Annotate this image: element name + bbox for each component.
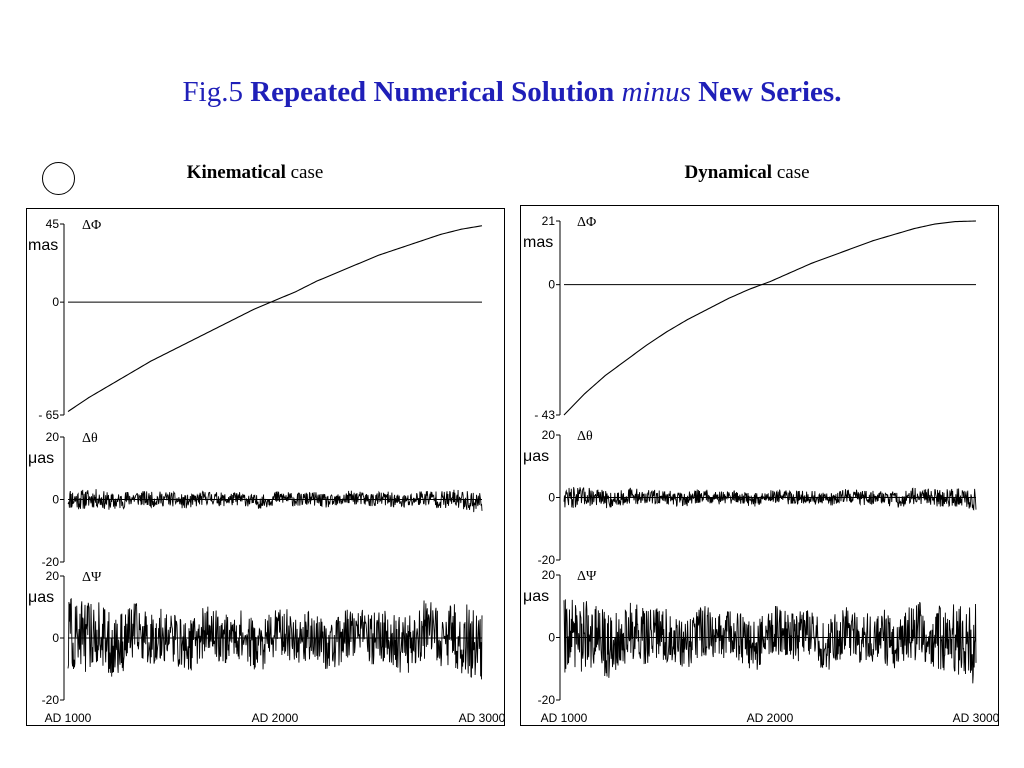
title-bold-part-1: Repeated Numerical Solution	[250, 76, 615, 108]
dynamical-heading-rest: case	[776, 162, 810, 183]
series-label: ΔΨ	[577, 569, 597, 584]
unit-label: μas	[523, 448, 549, 465]
unit-label: μas	[523, 588, 549, 605]
x-tick-label: AD 3000	[953, 711, 1000, 725]
title-bold-part-2: New Series.	[698, 76, 842, 108]
unit-label: mas	[28, 237, 58, 254]
dynamical-case-heading: Dynamical case	[622, 162, 872, 184]
y-tick-label: 45	[46, 217, 60, 231]
dynamical-heading-bold: Dynamical	[684, 162, 773, 183]
series-line	[67, 489, 483, 513]
y-tick-label: 0	[548, 491, 555, 505]
title-italic-part: minus	[621, 76, 691, 108]
panel-3: 20 0 -20 μas ΔΨ	[523, 568, 977, 707]
x-tick-label: AD 1000	[541, 711, 588, 725]
y-tick-label: -20	[538, 693, 556, 707]
x-tick-label: AD 2000	[252, 711, 299, 725]
figure-title: Fig.5 Repeated Numerical Solution minus …	[0, 76, 1024, 109]
series-line	[67, 225, 483, 412]
panel-1: 45 0 - 65 mas ΔΦ	[28, 217, 483, 422]
panel-2: 20 0 -20 μas Δθ	[28, 430, 483, 569]
kinematical-heading-rest: case	[290, 162, 324, 183]
y-tick-label: 0	[52, 493, 59, 507]
x-axis: AD 1000 AD 2000 AD 3000	[541, 711, 1000, 725]
series-line	[563, 599, 977, 684]
series-line	[67, 598, 483, 680]
series-label: Δθ	[82, 431, 98, 446]
unit-label: mas	[523, 234, 553, 251]
y-tick-label: -20	[42, 693, 60, 707]
x-axis: AD 1000 AD 2000 AD 3000	[45, 711, 506, 725]
series-line	[563, 487, 977, 511]
series-line	[563, 220, 977, 416]
series-label: Δθ	[577, 429, 593, 444]
x-tick-label: AD 1000	[45, 711, 92, 725]
series-label: ΔΨ	[82, 570, 102, 585]
y-tick-label: 20	[542, 568, 556, 582]
y-tick-label: 20	[542, 428, 556, 442]
circle-marker-icon	[42, 162, 75, 195]
y-tick-label: 0	[548, 278, 555, 292]
series-label: ΔΦ	[82, 218, 101, 233]
y-tick-label: -20	[42, 555, 60, 569]
kinematical-heading-bold: Kinematical	[186, 162, 286, 183]
figure-number: Fig.5	[182, 76, 243, 108]
y-tick-label: 20	[46, 430, 60, 444]
panel-1: 21 0 - 43 mas ΔΦ	[523, 214, 977, 422]
panel-3: 20 0 -20 μas ΔΨ	[28, 569, 483, 707]
x-tick-label: AD 3000	[459, 711, 506, 725]
y-tick-label: 0	[548, 631, 555, 645]
unit-label: μas	[28, 450, 54, 467]
y-tick-label: -20	[538, 553, 556, 567]
unit-label: μas	[28, 589, 54, 606]
y-tick-label: - 65	[38, 408, 59, 422]
x-tick-label: AD 2000	[747, 711, 794, 725]
y-tick-label: 20	[46, 569, 60, 583]
panel-2: 20 0 -20 μas Δθ	[523, 428, 977, 567]
y-tick-label: 0	[52, 295, 59, 309]
kinematical-case-heading: Kinematical case	[130, 162, 380, 184]
y-tick-label: - 43	[534, 408, 555, 422]
y-tick-label: 21	[542, 214, 556, 228]
series-label: ΔΦ	[577, 215, 596, 230]
y-tick-label: 0	[52, 631, 59, 645]
